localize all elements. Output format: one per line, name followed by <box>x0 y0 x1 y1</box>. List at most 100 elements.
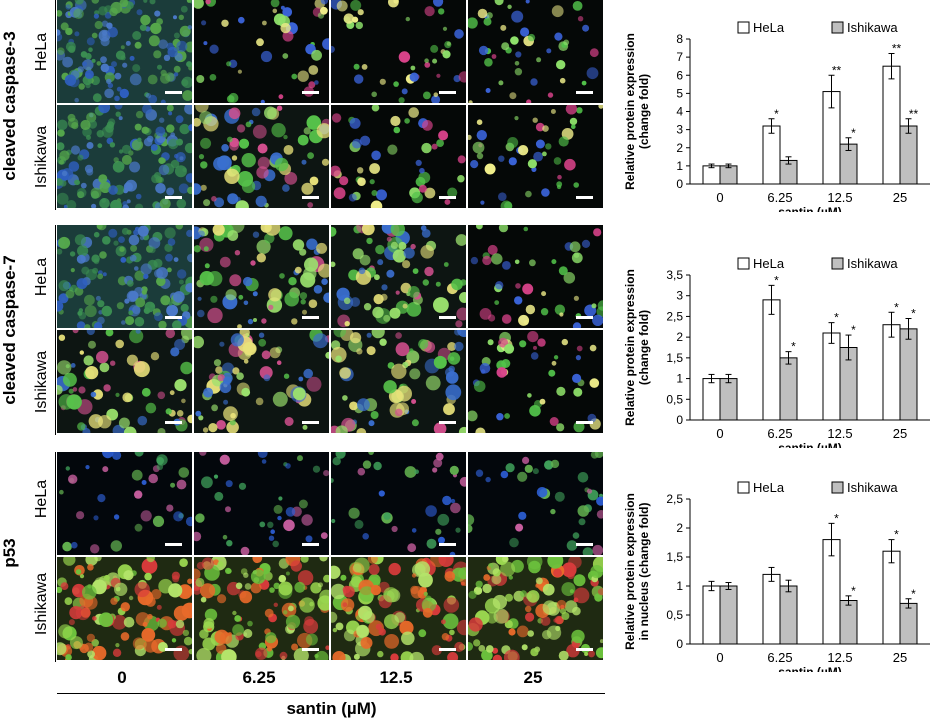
microscopy-panel <box>468 225 603 328</box>
microscopy-panel <box>331 225 466 328</box>
bar-chart-p53: Relative protein expression in nucleus (c… <box>623 480 930 672</box>
y-tick-label: 1 <box>676 579 683 593</box>
microscopy-panel <box>468 330 603 433</box>
legend-swatch-hela <box>737 481 750 494</box>
scale-bar <box>439 421 456 424</box>
bar-hela <box>882 550 901 645</box>
microscopy-panel <box>331 330 466 433</box>
row-label-ishikawa-casp3: Ishikawa <box>33 125 50 189</box>
separator-line <box>55 225 56 435</box>
microscopy-panel <box>468 105 603 208</box>
bar-ishikawa <box>839 600 858 645</box>
microscopy-panel <box>194 0 329 103</box>
concentration-label: 0 <box>117 668 127 687</box>
section-label-caspase3: cleaved caspase-3 <box>0 31 19 181</box>
x-axis-label: santin (µM) <box>778 441 842 448</box>
x-tick-label: 12.5 <box>827 650 852 665</box>
x-bottom-rule <box>57 693 605 694</box>
bar-ishikawa <box>899 328 918 421</box>
legend-label: HeLa <box>753 256 785 271</box>
y-tick-label: 3 <box>676 123 683 137</box>
y-tick-label: 0 <box>676 413 683 427</box>
x-axis-label: santin (µM) <box>778 205 842 212</box>
legend-label: HeLa <box>753 20 785 35</box>
scale-bar <box>165 196 182 199</box>
y-tick-label: 8 <box>676 32 683 46</box>
bar-hela <box>702 165 721 185</box>
bar-chart-caspase3: Relative protein expression (change fold)… <box>623 20 930 212</box>
microscopy-panel <box>57 0 192 103</box>
scale-bar <box>165 91 182 94</box>
scale-bar <box>439 316 456 319</box>
legend-swatch-ishikawa <box>831 21 844 34</box>
significance-marker: * <box>774 273 779 287</box>
significance-marker: * <box>834 311 839 325</box>
y-tick-label: 0,5 <box>666 392 683 406</box>
significance-marker: * <box>851 584 856 598</box>
microscopy-panel <box>331 557 466 660</box>
legend-label: Ishikawa <box>847 20 898 35</box>
bar-hela <box>702 585 721 645</box>
y-tick-label: 2 <box>676 521 683 535</box>
scale-bar <box>302 196 319 199</box>
significance-marker: * <box>851 323 856 337</box>
row-label-hela-casp3: HeLa <box>33 32 50 72</box>
significance-marker: * <box>791 340 796 354</box>
x-tick-label: 6.25 <box>767 190 792 205</box>
legend-swatch-hela <box>737 21 750 34</box>
scale-bar <box>302 543 319 546</box>
y-axis-label: Relative protein expression (change fold) <box>623 269 651 426</box>
bar-hela <box>762 125 781 185</box>
y-tick-label: 1 <box>676 372 683 386</box>
bar-ishikawa <box>719 585 738 645</box>
scale-bar <box>576 543 593 546</box>
microscopy-panel <box>194 452 329 555</box>
x-tick-label: 6.25 <box>767 426 792 441</box>
bar-hela <box>882 324 901 421</box>
microscopy-panel <box>194 330 329 433</box>
scale-bar <box>439 543 456 546</box>
scale-bar <box>165 316 182 319</box>
microscopy-panel <box>57 452 192 555</box>
bar-ishikawa <box>719 378 738 421</box>
bar-hela <box>822 332 841 421</box>
x-tick-label: 25 <box>893 426 907 441</box>
microscopy-panel <box>468 452 603 555</box>
x-axis-label: santin (µM) <box>778 665 842 672</box>
scale-bar <box>576 648 593 651</box>
separator-line <box>55 452 56 662</box>
x-tick-label: 6.25 <box>767 650 792 665</box>
significance-marker: * <box>894 300 899 314</box>
legend-label: Ishikawa <box>847 480 898 495</box>
concentration-label: 6.25 <box>242 668 276 687</box>
bar-ishikawa <box>719 165 738 185</box>
bar-hela <box>762 299 781 421</box>
scale-bar <box>165 543 182 546</box>
significance-marker: ** <box>909 107 919 121</box>
y-tick-label: 5 <box>676 86 683 100</box>
y-tick-label: 2,5 <box>666 492 683 506</box>
microscopy-panel <box>331 105 466 208</box>
y-tick-label: 2,5 <box>666 309 683 323</box>
scale-bar <box>439 91 456 94</box>
row-label-hela-p53: HeLa <box>33 479 50 519</box>
bar-ishikawa <box>779 357 798 421</box>
bar-hela <box>762 573 781 645</box>
bar-ishikawa <box>779 585 798 645</box>
y-tick-label: 2 <box>676 141 683 155</box>
legend-label: Ishikawa <box>847 256 898 271</box>
section-label-caspase7: cleaved caspase-7 <box>0 255 19 405</box>
y-axis-label: Relative protein expression (change fold) <box>623 33 651 190</box>
bar-ishikawa <box>899 602 918 645</box>
significance-marker: * <box>911 587 916 601</box>
bar-chart-caspase7: Relative protein expression (change fold)… <box>623 256 930 448</box>
microscopy-panel <box>468 557 603 660</box>
x-tick-label: 0 <box>716 190 723 205</box>
microscopy-panel <box>331 0 466 103</box>
microscopy-panel <box>57 105 192 208</box>
significance-marker: * <box>911 307 916 321</box>
x-tick-label: 12.5 <box>827 426 852 441</box>
significance-marker: ** <box>832 63 842 77</box>
significance-marker: * <box>894 528 899 542</box>
separator-line <box>55 0 56 210</box>
